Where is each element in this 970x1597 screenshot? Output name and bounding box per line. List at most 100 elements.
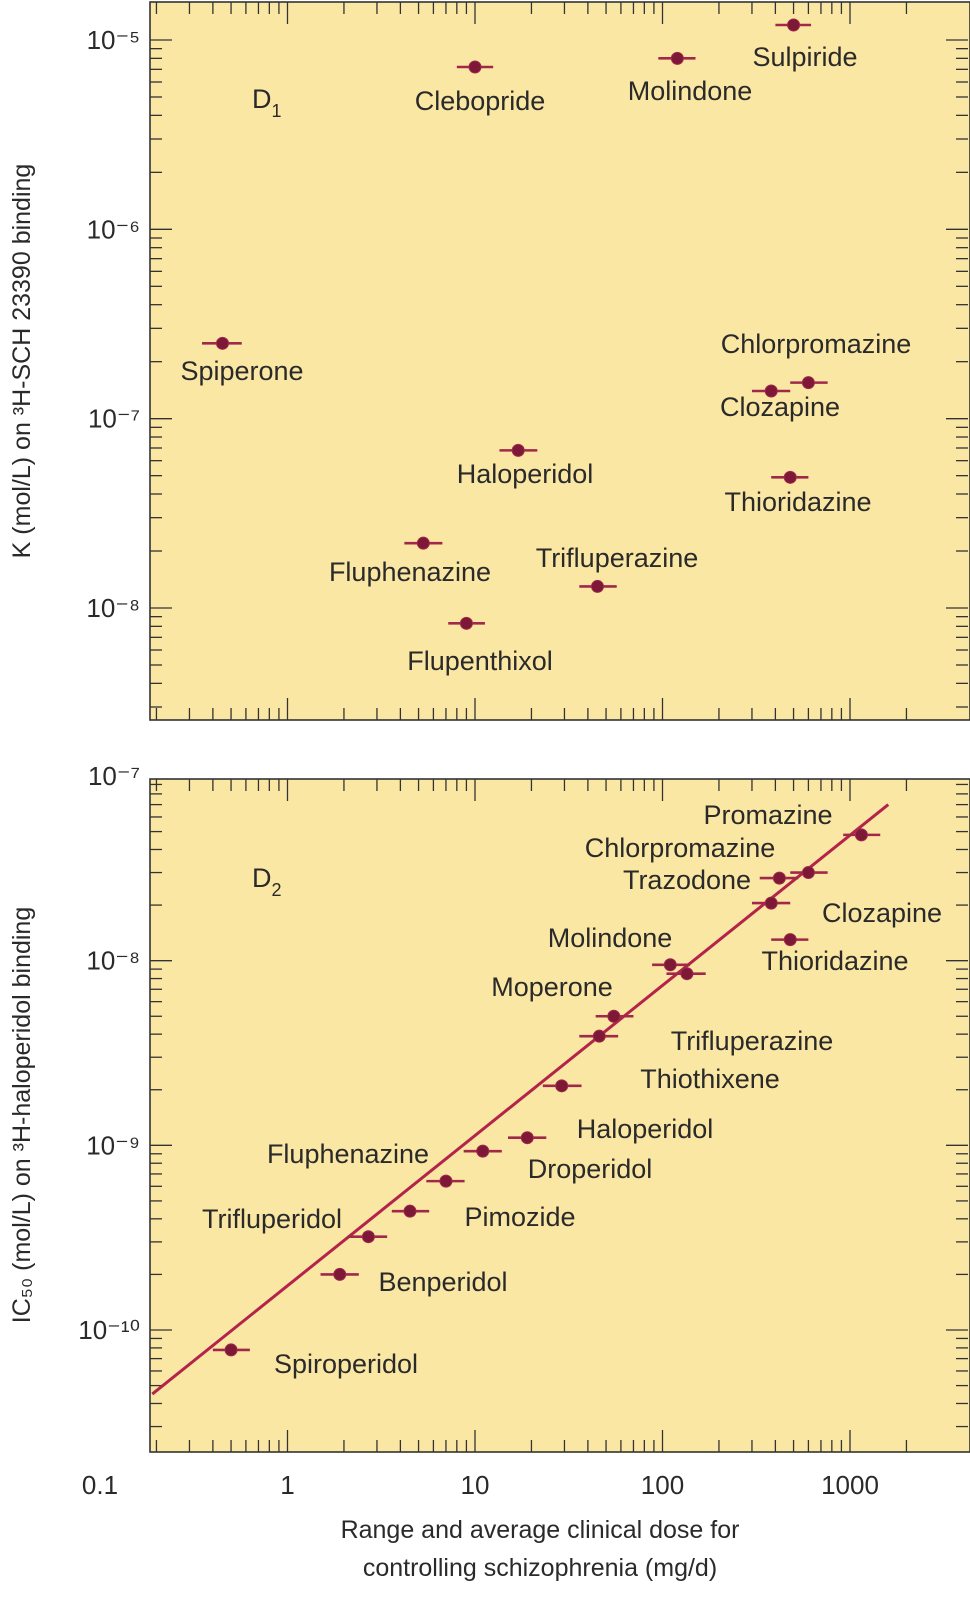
d2-y-ticks: 10⁻⁷ 10⁻⁸ 10⁻⁹ 10⁻¹⁰: [78, 761, 968, 1428]
point-label: Haloperidol: [577, 1114, 714, 1144]
x-tick-label: 0.1: [82, 1470, 118, 1500]
point-marker: [361, 1230, 375, 1244]
point-marker: [801, 866, 815, 880]
point-marker: [670, 51, 684, 65]
point-marker: [772, 871, 786, 885]
data-point: Molindone: [548, 923, 690, 972]
data-point: Thioridazine: [666, 946, 909, 981]
x-tick-label: 1000: [821, 1470, 879, 1500]
point-label: Moperone: [491, 972, 613, 1002]
point-marker: [764, 384, 778, 398]
x-axis-label-line1: Range and average clinical dose for: [341, 1516, 740, 1544]
d1-plot-area: [149, 1, 970, 721]
point-marker: [333, 1267, 347, 1281]
point-marker: [476, 1144, 490, 1158]
point-marker: [680, 967, 694, 981]
point-label: Trifluperidol: [202, 1204, 342, 1234]
y-tick-label: 10⁻¹⁰: [78, 1315, 140, 1345]
point-label: Trifluperazine: [536, 543, 699, 573]
d1-panel: 10⁻⁵ 10⁻⁶ 10⁻⁷ 10⁻⁸ Sulpiride Clebopride Moli…: [8, 1, 970, 721]
point-label: Thioridazine: [724, 487, 871, 517]
point-label: Fluphenazine: [267, 1139, 429, 1169]
y-tick-label: 10⁻⁷: [88, 761, 140, 791]
point-marker: [764, 896, 778, 910]
data-point: Fluphenazine: [329, 536, 491, 587]
point-marker: [801, 376, 815, 390]
point-label: Fluphenazine: [329, 557, 491, 587]
point-label: Spiperone: [180, 356, 303, 386]
point-marker: [459, 616, 473, 630]
point-marker: [854, 828, 868, 842]
point-label: Sulpiride: [752, 42, 857, 72]
x-tick-label: 1: [280, 1470, 294, 1500]
point-marker: [215, 336, 229, 350]
data-point: Haloperidol: [457, 443, 594, 489]
point-marker: [520, 1131, 534, 1145]
data-point: Clebopride: [415, 60, 546, 116]
point-marker: [787, 18, 801, 32]
point-marker: [403, 1204, 417, 1218]
x-axis-label-line2: controlling schizophrenia (mg/d): [363, 1554, 717, 1582]
y-tick-label: 10⁻⁷: [88, 404, 140, 434]
x-tick-label: 10: [461, 1470, 490, 1500]
point-marker: [592, 1029, 606, 1043]
point-marker: [590, 579, 604, 593]
point-marker: [607, 1009, 621, 1023]
point-label: Clozapine: [720, 392, 840, 422]
point-label: Benperidol: [378, 1267, 507, 1297]
point-label: Droperidol: [528, 1154, 653, 1184]
point-marker: [468, 60, 482, 74]
point-label: Thiothixene: [640, 1064, 780, 1094]
data-point: Spiroperidol: [212, 1343, 418, 1379]
point-marker: [783, 470, 797, 484]
data-point: Clozapine: [771, 898, 942, 947]
data-point: Clozapine: [720, 384, 840, 422]
y-tick-label: 10⁻⁹: [86, 1130, 140, 1160]
d2-panel-label: D2: [252, 863, 282, 900]
data-point: Thioridazine: [724, 470, 872, 517]
point-label: Promazine: [703, 800, 832, 830]
d1-y-axis-label: K (mol/L) on ³H-SCH 23390 binding: [8, 164, 36, 559]
point-marker: [416, 536, 430, 550]
data-point: Spiperone: [180, 336, 304, 386]
data-point: Benperidol: [320, 1267, 508, 1297]
data-point: Promazine: [703, 800, 881, 842]
point-label: Chlorpromazine: [721, 329, 912, 359]
data-point: Fluphenazine: [267, 1139, 465, 1188]
point-label: Chlorpromazine: [585, 833, 776, 863]
point-label: Trazodone: [623, 865, 751, 895]
x-tick-labels: 0.1 1 10 100 1000: [82, 1470, 879, 1500]
data-point: Moperone: [491, 972, 634, 1023]
data-point: Droperidol: [463, 1144, 653, 1184]
point-label: Spiroperidol: [274, 1349, 418, 1379]
d2-panel: 10⁻⁷ 10⁻⁸ 10⁻⁹ 10⁻¹⁰ PromazineChlorpromazin…: [8, 761, 970, 1453]
d2-axes: [155, 779, 908, 1452]
data-point: Chlorpromazine: [721, 329, 912, 390]
d1-data-points: Sulpiride Clebopride Molindone Spiperone Chl…: [180, 18, 912, 676]
point-marker: [663, 958, 677, 972]
point-label: Haloperidol: [457, 459, 594, 489]
point-marker: [439, 1174, 453, 1188]
data-point: Pimozide: [391, 1202, 576, 1232]
y-tick-label: 10⁻⁵: [87, 25, 140, 55]
point-label: Molindone: [628, 76, 753, 106]
data-point: [790, 866, 828, 880]
point-marker: [511, 443, 525, 457]
data-point: Trifluperazine: [579, 1026, 833, 1056]
point-label: Thioridazine: [761, 946, 908, 976]
point-label: Clozapine: [822, 898, 942, 928]
data-point: Trifluperidol: [202, 1204, 388, 1244]
data-point: Trifluperazine: [536, 543, 699, 593]
x-tick-label: 100: [641, 1470, 684, 1500]
d2-plot-area: [149, 778, 970, 1453]
d2-y-axis-label: IC₅₀ (mol/L) on ³H-haloperidol binding: [8, 907, 36, 1323]
point-label: Clebopride: [415, 86, 546, 116]
y-tick-label: 10⁻⁶: [87, 214, 140, 244]
data-point: Sulpiride: [752, 18, 858, 72]
point-label: Trifluperazine: [671, 1026, 834, 1056]
data-point: Thiothixene: [542, 1064, 780, 1094]
data-point: Chlorpromazine: [585, 833, 799, 885]
d1-axes: [155, 2, 908, 720]
